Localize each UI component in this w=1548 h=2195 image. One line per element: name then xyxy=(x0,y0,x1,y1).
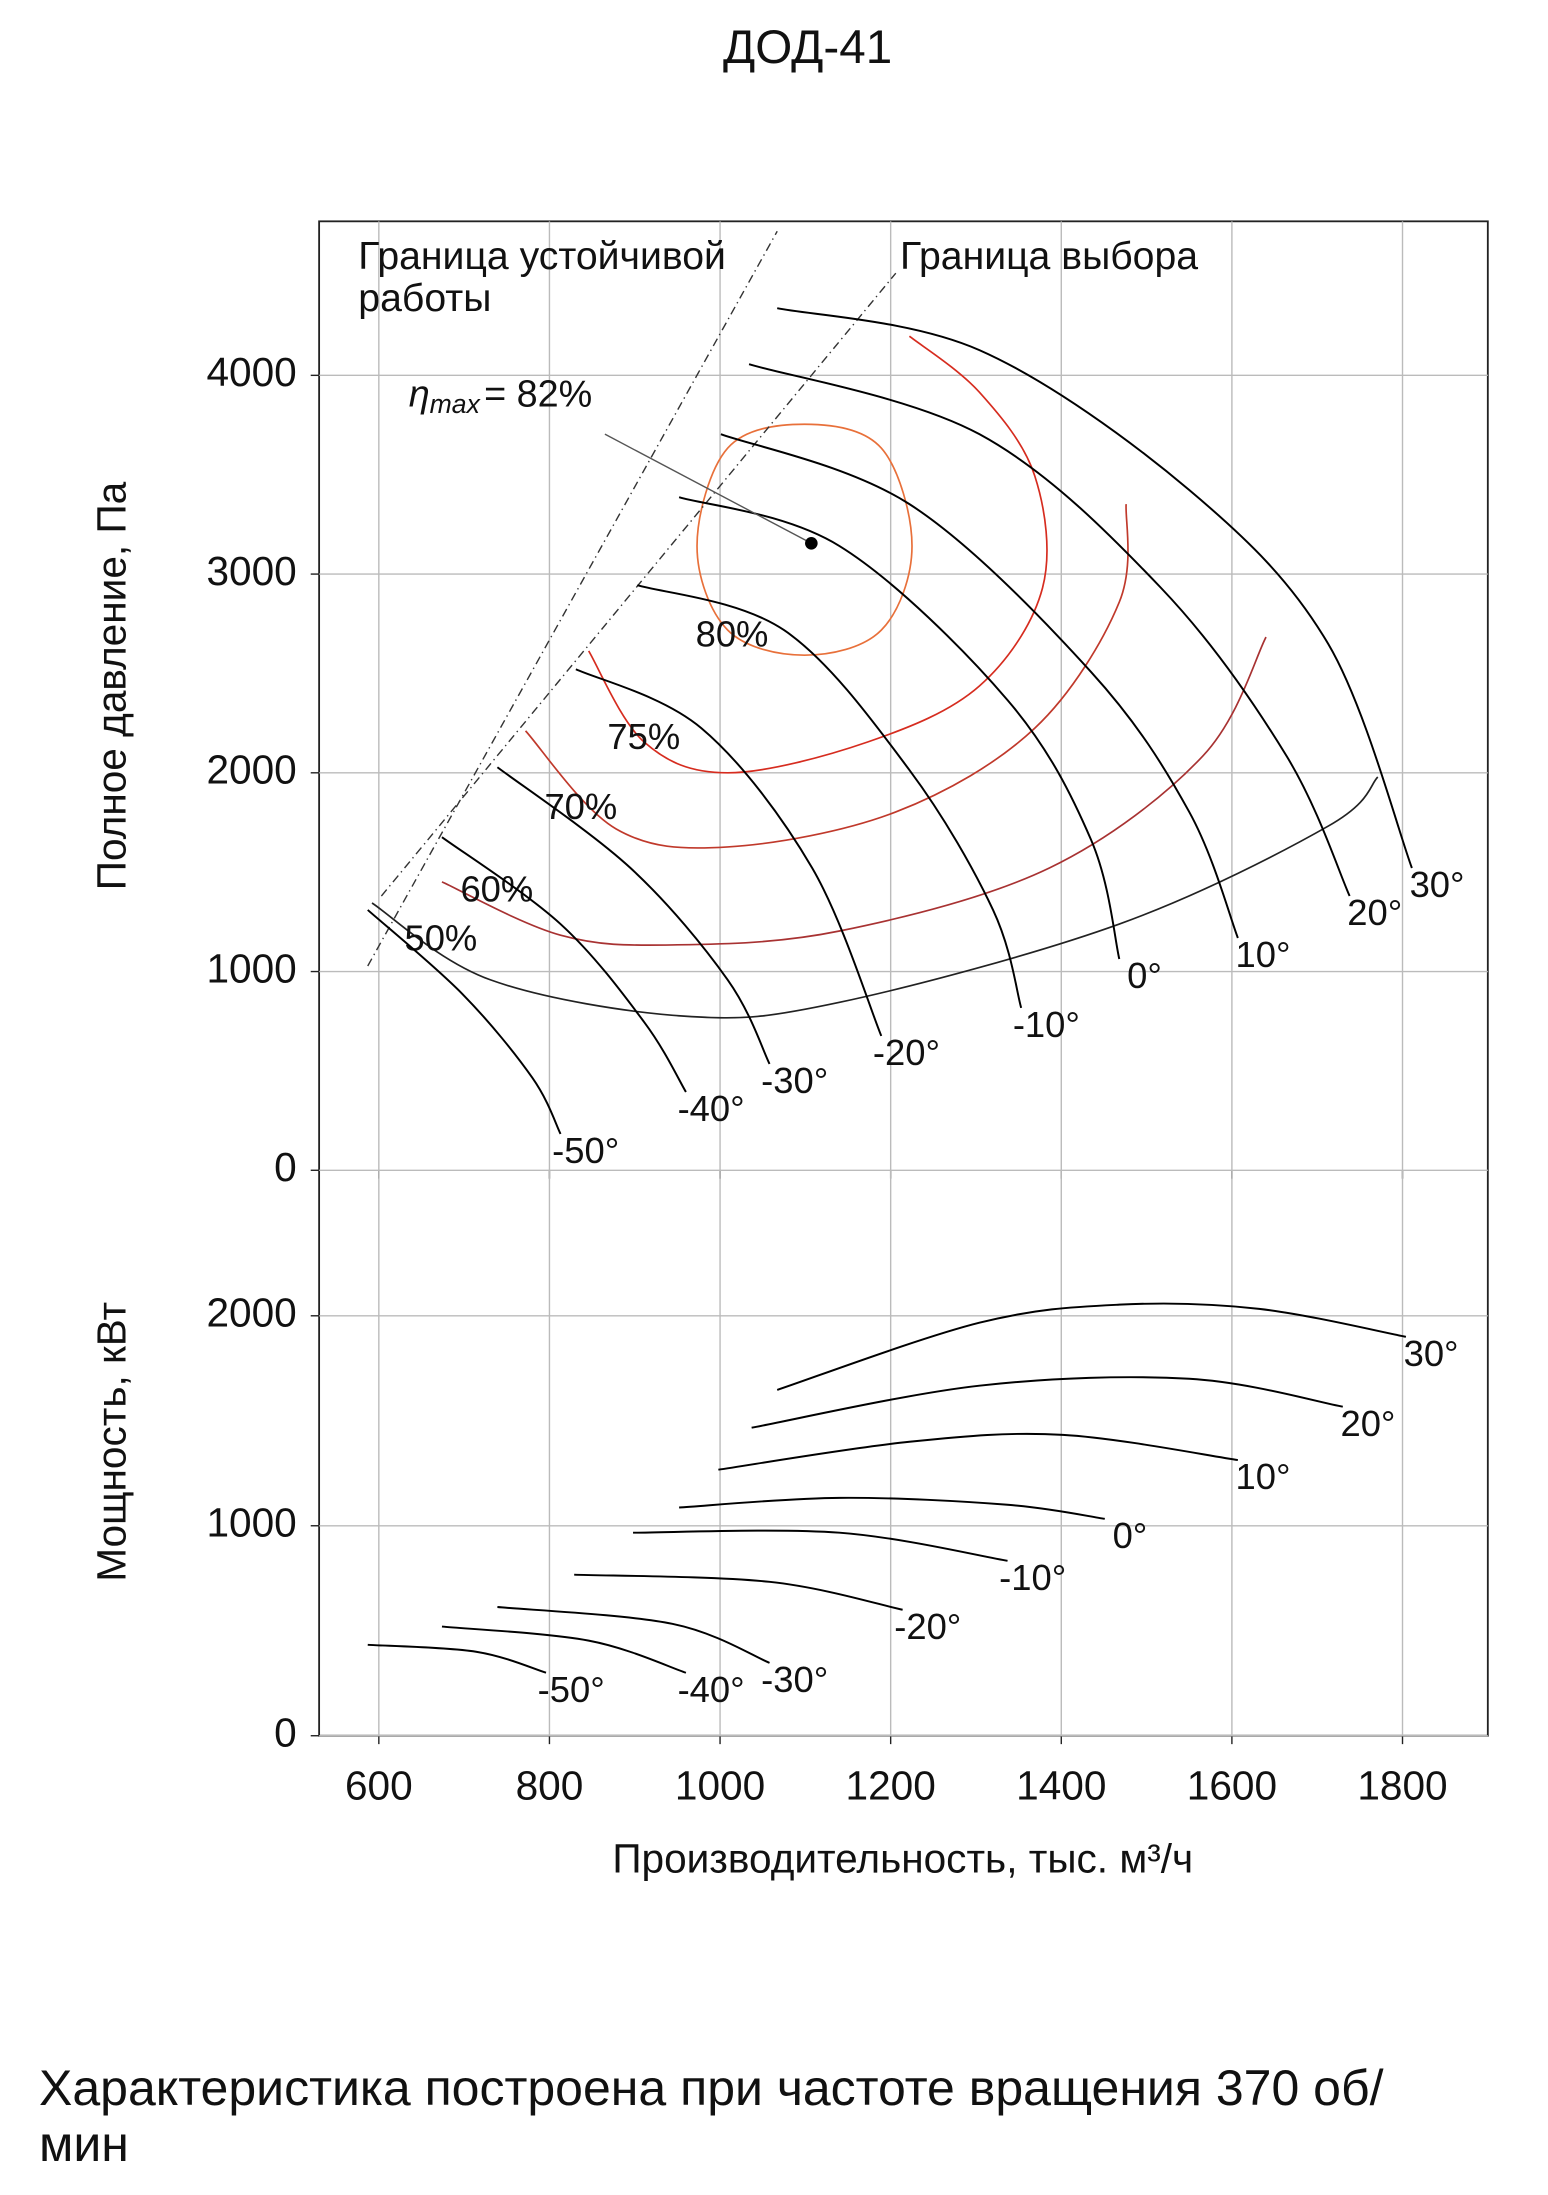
curve-label: -10° xyxy=(999,1557,1066,1598)
blade-curve xyxy=(776,1302,1407,1391)
efficiency-contour xyxy=(371,776,1379,1019)
blade-curve xyxy=(575,668,883,1037)
footer-note: Характеристика построена при частоте вра… xyxy=(39,2060,1384,2172)
blade-curve xyxy=(441,836,687,1093)
efficiency-contour xyxy=(441,636,1267,947)
eta-leader xyxy=(604,433,812,544)
x-tick-label: 1400 xyxy=(1016,1763,1106,1809)
blade-curve xyxy=(718,1432,1239,1471)
blade-curve xyxy=(367,909,562,1135)
blade-curve xyxy=(367,1643,547,1674)
x-axis-label: Производительность, тыс. м³/ч xyxy=(612,1835,1193,1881)
curve-label: 20° xyxy=(1340,1403,1395,1444)
eta-text: = 82% xyxy=(484,373,592,415)
blade-curve xyxy=(497,1606,770,1664)
y-axis-label: Полное давление, Па xyxy=(88,481,134,890)
blade-curve xyxy=(751,1376,1343,1429)
eta-point xyxy=(805,536,818,550)
blade-curve xyxy=(720,433,1239,939)
contour-label: 50% xyxy=(404,917,477,958)
curve-label: 10° xyxy=(1236,1456,1291,1497)
curve-label: -50° xyxy=(538,1669,605,1710)
eta-label: ηmax = 82% xyxy=(409,373,593,419)
y-tick-label: 0 xyxy=(274,1709,297,1755)
boundary-label: Граница устойчивой работы xyxy=(358,235,726,320)
curve-label: 20° xyxy=(1347,892,1402,933)
x-tick-label: 1800 xyxy=(1357,1763,1447,1809)
curve-label: -20° xyxy=(873,1032,940,1073)
y-tick-label: 0 xyxy=(274,1144,297,1190)
efficiency-contour xyxy=(524,504,1129,849)
curve-label: 10° xyxy=(1236,934,1291,975)
curve-label: -50° xyxy=(552,1130,619,1171)
curve-label: 0° xyxy=(1113,1515,1148,1556)
eta-symbol: η xyxy=(409,373,430,415)
blade-curve xyxy=(574,1573,903,1611)
blade-curve xyxy=(441,1625,687,1674)
curve-label: -40° xyxy=(678,1088,745,1129)
y-tick-label: 1000 xyxy=(206,945,296,991)
x-tick-label: 800 xyxy=(516,1763,584,1809)
curve-label: -40° xyxy=(678,1669,745,1710)
y-tick-label: 2000 xyxy=(206,1290,296,1336)
y-tick-label: 2000 xyxy=(206,747,296,793)
efficiency-contour xyxy=(587,335,1048,774)
y-tick-label: 1000 xyxy=(206,1499,296,1545)
curve-label: -10° xyxy=(1013,1004,1080,1045)
boundary-label: Граница выбора xyxy=(899,235,1199,278)
boundary-line xyxy=(367,230,778,967)
blade-curve xyxy=(633,1529,1008,1562)
curve-label: -30° xyxy=(761,1060,828,1101)
plot-frame xyxy=(318,220,1489,1737)
contour-label: 80% xyxy=(696,614,769,655)
blade-curve xyxy=(678,496,1121,960)
y-axis-label: Мощность, кВт xyxy=(88,1302,134,1582)
x-tick-label: 1000 xyxy=(675,1763,765,1809)
curve-label: -30° xyxy=(761,1659,828,1700)
x-tick-label: 1600 xyxy=(1187,1763,1277,1809)
blade-curve xyxy=(496,766,771,1065)
chart-title: ДОД-41 xyxy=(723,21,892,74)
eta-subscript: max xyxy=(430,389,482,419)
curve-label: -20° xyxy=(894,1606,961,1647)
curve-label: 30° xyxy=(1410,864,1465,905)
boundary-label-text: Граница выбора xyxy=(899,235,1199,278)
blade-curve xyxy=(679,1496,1105,1520)
y-tick-label: 4000 xyxy=(206,349,296,395)
curve-label: 30° xyxy=(1404,1333,1459,1374)
boundary-label-text: Граница устойчивой работы xyxy=(358,235,726,320)
blade-curve xyxy=(637,584,1023,1009)
contour-label: 75% xyxy=(607,716,680,757)
blade-curve xyxy=(777,307,1413,869)
contour-label: 70% xyxy=(544,786,617,827)
curve-label: 0° xyxy=(1127,955,1162,996)
blade-curve xyxy=(748,363,1351,897)
x-tick-label: 1200 xyxy=(846,1763,936,1809)
x-tick-label: 600 xyxy=(345,1763,413,1809)
y-tick-label: 3000 xyxy=(206,548,296,594)
efficiency-contour xyxy=(696,423,913,657)
